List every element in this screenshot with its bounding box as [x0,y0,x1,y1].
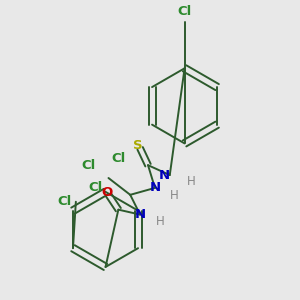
Text: H: H [155,215,164,228]
Text: H: H [170,189,179,202]
Text: N: N [135,208,146,221]
Text: Cl: Cl [88,182,103,194]
Text: Cl: Cl [178,5,192,18]
Text: Cl: Cl [111,152,125,165]
Text: Cl: Cl [82,159,96,172]
Text: N: N [149,182,161,194]
Text: O: O [101,186,112,199]
Text: S: S [133,139,143,152]
Text: H: H [187,176,196,188]
Text: N: N [158,169,169,182]
Text: Cl: Cl [58,195,72,208]
